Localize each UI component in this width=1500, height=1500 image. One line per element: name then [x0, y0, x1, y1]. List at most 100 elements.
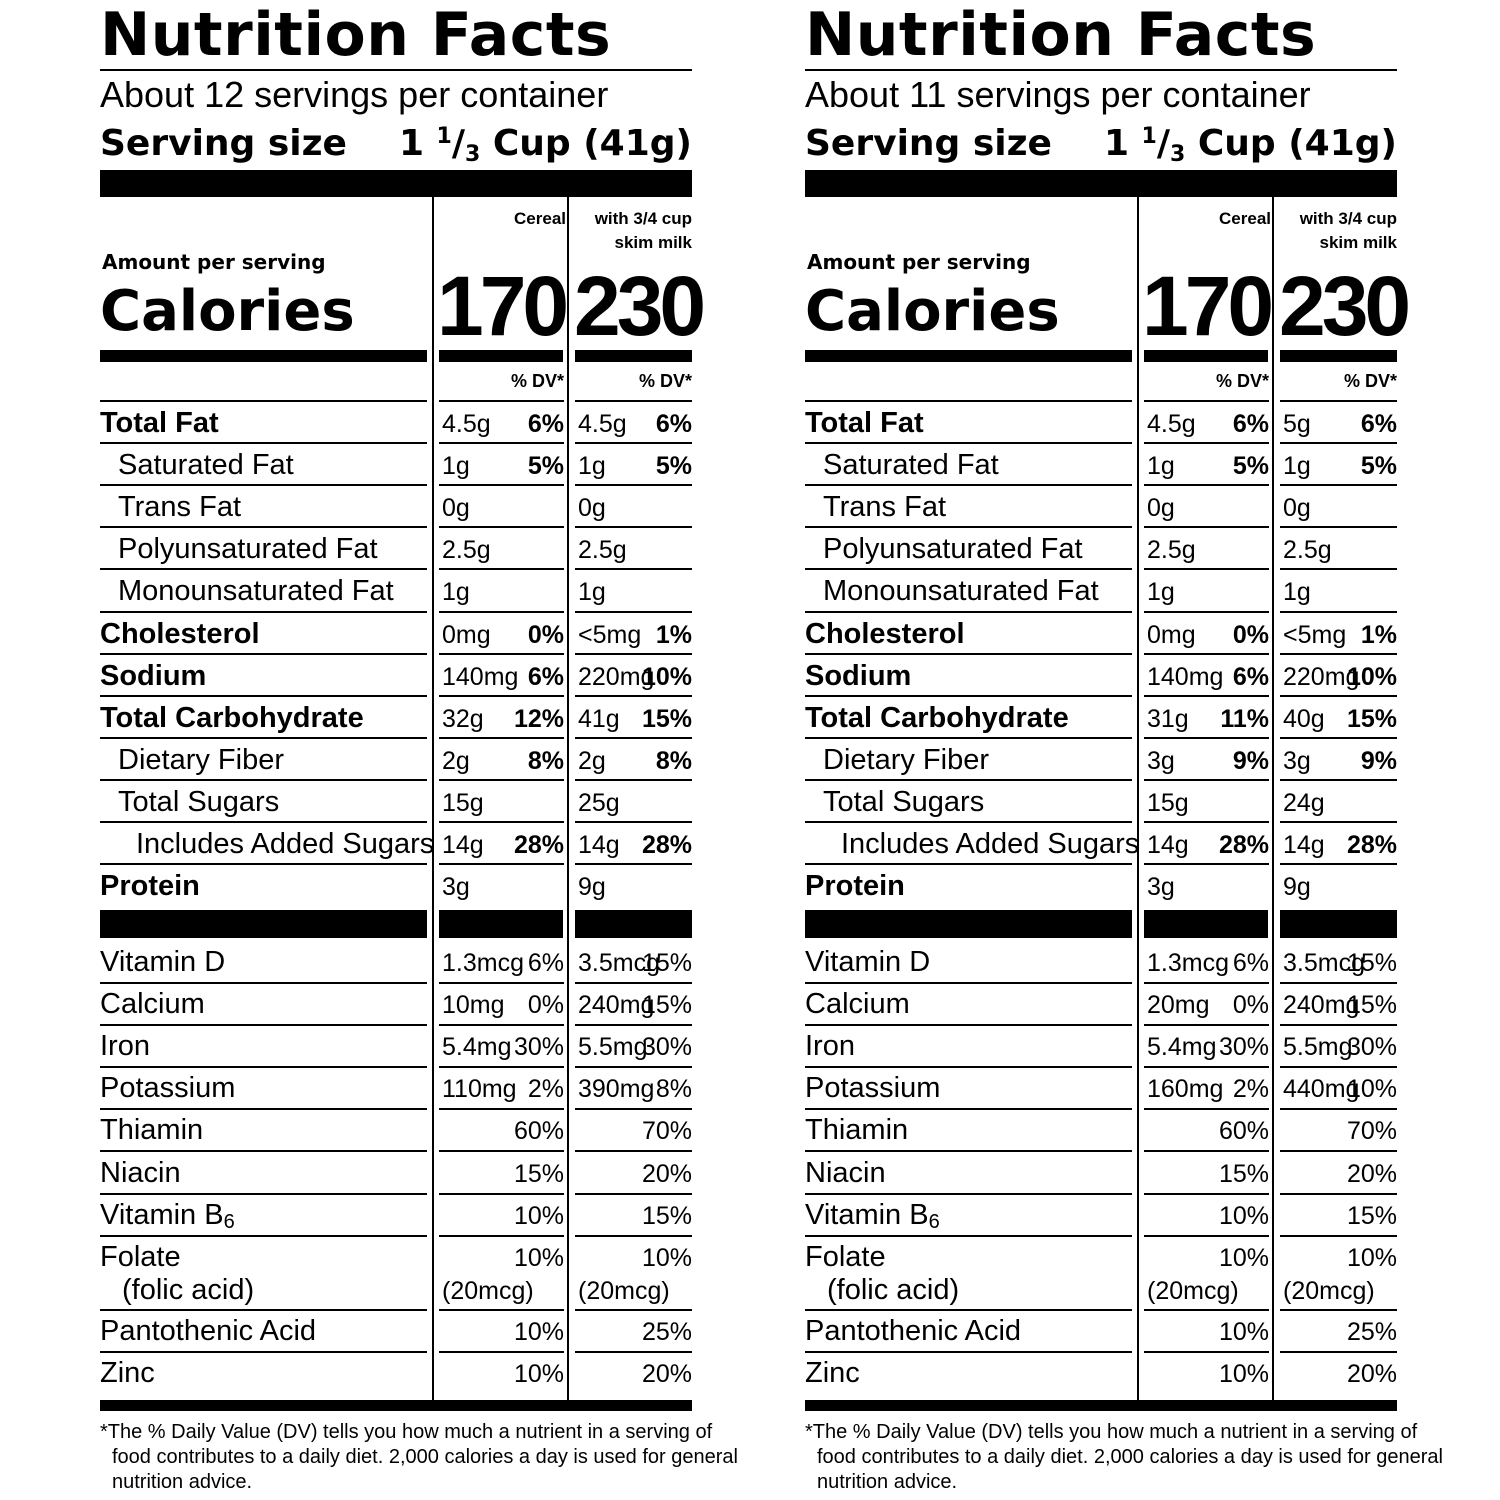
row-rule-cereal: [1144, 695, 1269, 697]
vitamin-name: Potassium: [100, 1068, 235, 1108]
nutrient-dv-with-milk: 6%: [1360, 410, 1397, 438]
vitamin-dv-cereal: 10%: [513, 1201, 564, 1230]
vitamin-amount-cereal: 1.3mcg: [442, 949, 524, 977]
row-rule-cereal: [1144, 1150, 1269, 1152]
row-rule-cereal: [1144, 779, 1269, 781]
row-rule-name: [100, 737, 427, 739]
row-rule-milk: [1280, 737, 1397, 739]
row-rule-milk: [1280, 1024, 1397, 1026]
vitamin-dv-cereal: 0%: [527, 991, 564, 1020]
row-rule-dv-name: [805, 400, 1132, 402]
row-rule-cereal: [439, 1108, 564, 1110]
vitamin-amount-cereal: 110mg: [442, 1075, 517, 1104]
row-rule-cereal: [1144, 568, 1269, 570]
vitamin-name-base: Vitamin B: [805, 1198, 929, 1231]
vitamin-dv-with-milk: 70%: [641, 1117, 692, 1146]
nutrient-dv-cereal: 12%: [513, 704, 564, 733]
vitamin-dv-cereal: 10%: [513, 1359, 564, 1388]
nutrient-dv-cereal: 11%: [1220, 704, 1269, 733]
vitamin-dv-with-milk: 30%: [1346, 1033, 1397, 1062]
serving-size-label: Serving size: [100, 123, 347, 164]
nutrient-name: Sodium: [805, 659, 912, 692]
vitamin-name: Vitamin D: [805, 942, 930, 982]
row-rule-cereal: [439, 1024, 564, 1026]
row-rule-milk: [1280, 526, 1397, 528]
vitamin-name: Pantothenic Acid: [805, 1311, 1021, 1351]
row-rule-name: [805, 1150, 1132, 1152]
nutrient-amount-with-milk: 41g: [578, 704, 620, 733]
nutrient-dv-with-milk: 10%: [1346, 662, 1397, 691]
row-rule-name: [805, 1309, 1132, 1311]
vitamin-dv-cereal: 60%: [1218, 1117, 1269, 1146]
footnote: *The % Daily Value (DV) tells you how mu…: [100, 1420, 738, 1495]
column-head-cereal-line: Cereal: [514, 209, 566, 228]
vitamin-dv-cereal: 15%: [1218, 1159, 1269, 1188]
vitamin-dv-cereal: 0%: [1232, 991, 1269, 1020]
nutrient-name: Saturated Fat: [823, 449, 999, 482]
vitamin-dv-with-milk: 15%: [641, 991, 692, 1020]
vitamin-amount-cereal: 160mg: [1147, 1075, 1224, 1104]
row-rule-name: [100, 779, 427, 781]
bottom-thick-rule: [100, 1400, 692, 1411]
protein-rule-cereal: [1144, 910, 1268, 938]
vitamin-name-text: Pantothenic Acid: [100, 1314, 317, 1347]
vitamin-amount-with-milk: 5.5mg: [578, 1033, 648, 1062]
column-divider-1: [1137, 197, 1139, 1400]
vitamin-amount-cereal: (20mcg): [1147, 1276, 1239, 1305]
nutrient-name: Trans Fat: [118, 491, 242, 524]
vitamin-name-line-2: (folic acid): [827, 1273, 960, 1306]
row-rule-cereal: [439, 442, 564, 444]
row-rule-milk: [575, 1351, 692, 1353]
row-rule-dv-cereal: [1144, 400, 1269, 402]
row-rule-milk: [1280, 695, 1397, 697]
row-rule-milk: [575, 568, 692, 570]
nutrient-amount-cereal: 1g: [442, 452, 470, 481]
nutrient-amount-with-milk: 2.5g: [1283, 536, 1332, 565]
nutrient-dv-cereal: 5%: [527, 452, 564, 481]
vitamin-amount-with-milk: (20mcg): [578, 1276, 670, 1305]
calories-with-milk: 230: [574, 259, 706, 353]
row-rule-name: [100, 1108, 427, 1110]
nutrient-dv-with-milk: 1%: [655, 620, 692, 649]
column-head-with-milk: with 3/4 cup skim milk: [574, 207, 692, 255]
vitamin-name: Niacin: [100, 1153, 181, 1193]
row-rule-name: [100, 1066, 427, 1068]
row-rule-milk: [1280, 1108, 1397, 1110]
vitamin-amount-cereal: 1.3mcg: [1147, 949, 1229, 977]
row-rule-name: [805, 1066, 1132, 1068]
row-rule-milk: [1280, 1066, 1397, 1068]
nutrient-amount-cereal: 140mg: [442, 662, 519, 691]
nutrient-amount-cereal: 32g: [442, 704, 484, 733]
row-rule-dv-name: [100, 400, 427, 402]
vitamin-dv-with-milk: 20%: [641, 1159, 692, 1188]
nutrient-dv-cereal: 6%: [1232, 662, 1269, 691]
vitamin-dv-with-milk: 15%: [641, 949, 692, 977]
calories-rule-name: [805, 350, 1132, 362]
row-rule-name: [100, 695, 427, 697]
row-rule-name: [100, 611, 427, 613]
row-rule-name: [100, 1351, 427, 1353]
nutrient-dv-with-milk: 28%: [1346, 831, 1397, 859]
nutrient-amount-with-milk: <5mg: [1283, 620, 1347, 649]
row-rule-cereal: [439, 1309, 564, 1311]
row-rule-milk: [1280, 863, 1397, 865]
vitamin-name-line-2: (folic acid): [122, 1273, 255, 1306]
bottom-thick-rule: [805, 1400, 1397, 1411]
nutrient-amount-cereal: 1g: [442, 578, 470, 607]
row-rule-name: [100, 1024, 427, 1026]
nutrient-name: Includes Added Sugars: [841, 828, 1140, 860]
amount-per-serving: Amount per serving: [102, 250, 326, 274]
vitamin-dv-with-milk: 10%: [641, 1243, 692, 1272]
row-rule-milk: [1280, 1193, 1397, 1195]
vitamin-name: Iron: [805, 1026, 855, 1066]
nutrient-amount-cereal: 3g: [1147, 746, 1175, 775]
dv-header-with-milk: % DV*: [638, 371, 692, 391]
serving-size-denominator: 3: [465, 142, 481, 167]
vitamin-name-subscript: 6: [928, 1210, 940, 1233]
row-rule-cereal: [439, 779, 564, 781]
column-head-with-milk-line-2: skim milk: [614, 233, 693, 252]
nutrient-dv-with-milk: 10%: [641, 662, 692, 691]
nutrient-amount-with-milk: 14g: [578, 831, 620, 859]
column-head-with-milk-line-1: with 3/4 cup: [1299, 209, 1397, 228]
nutrient-name: Includes Added Sugars: [136, 828, 435, 860]
